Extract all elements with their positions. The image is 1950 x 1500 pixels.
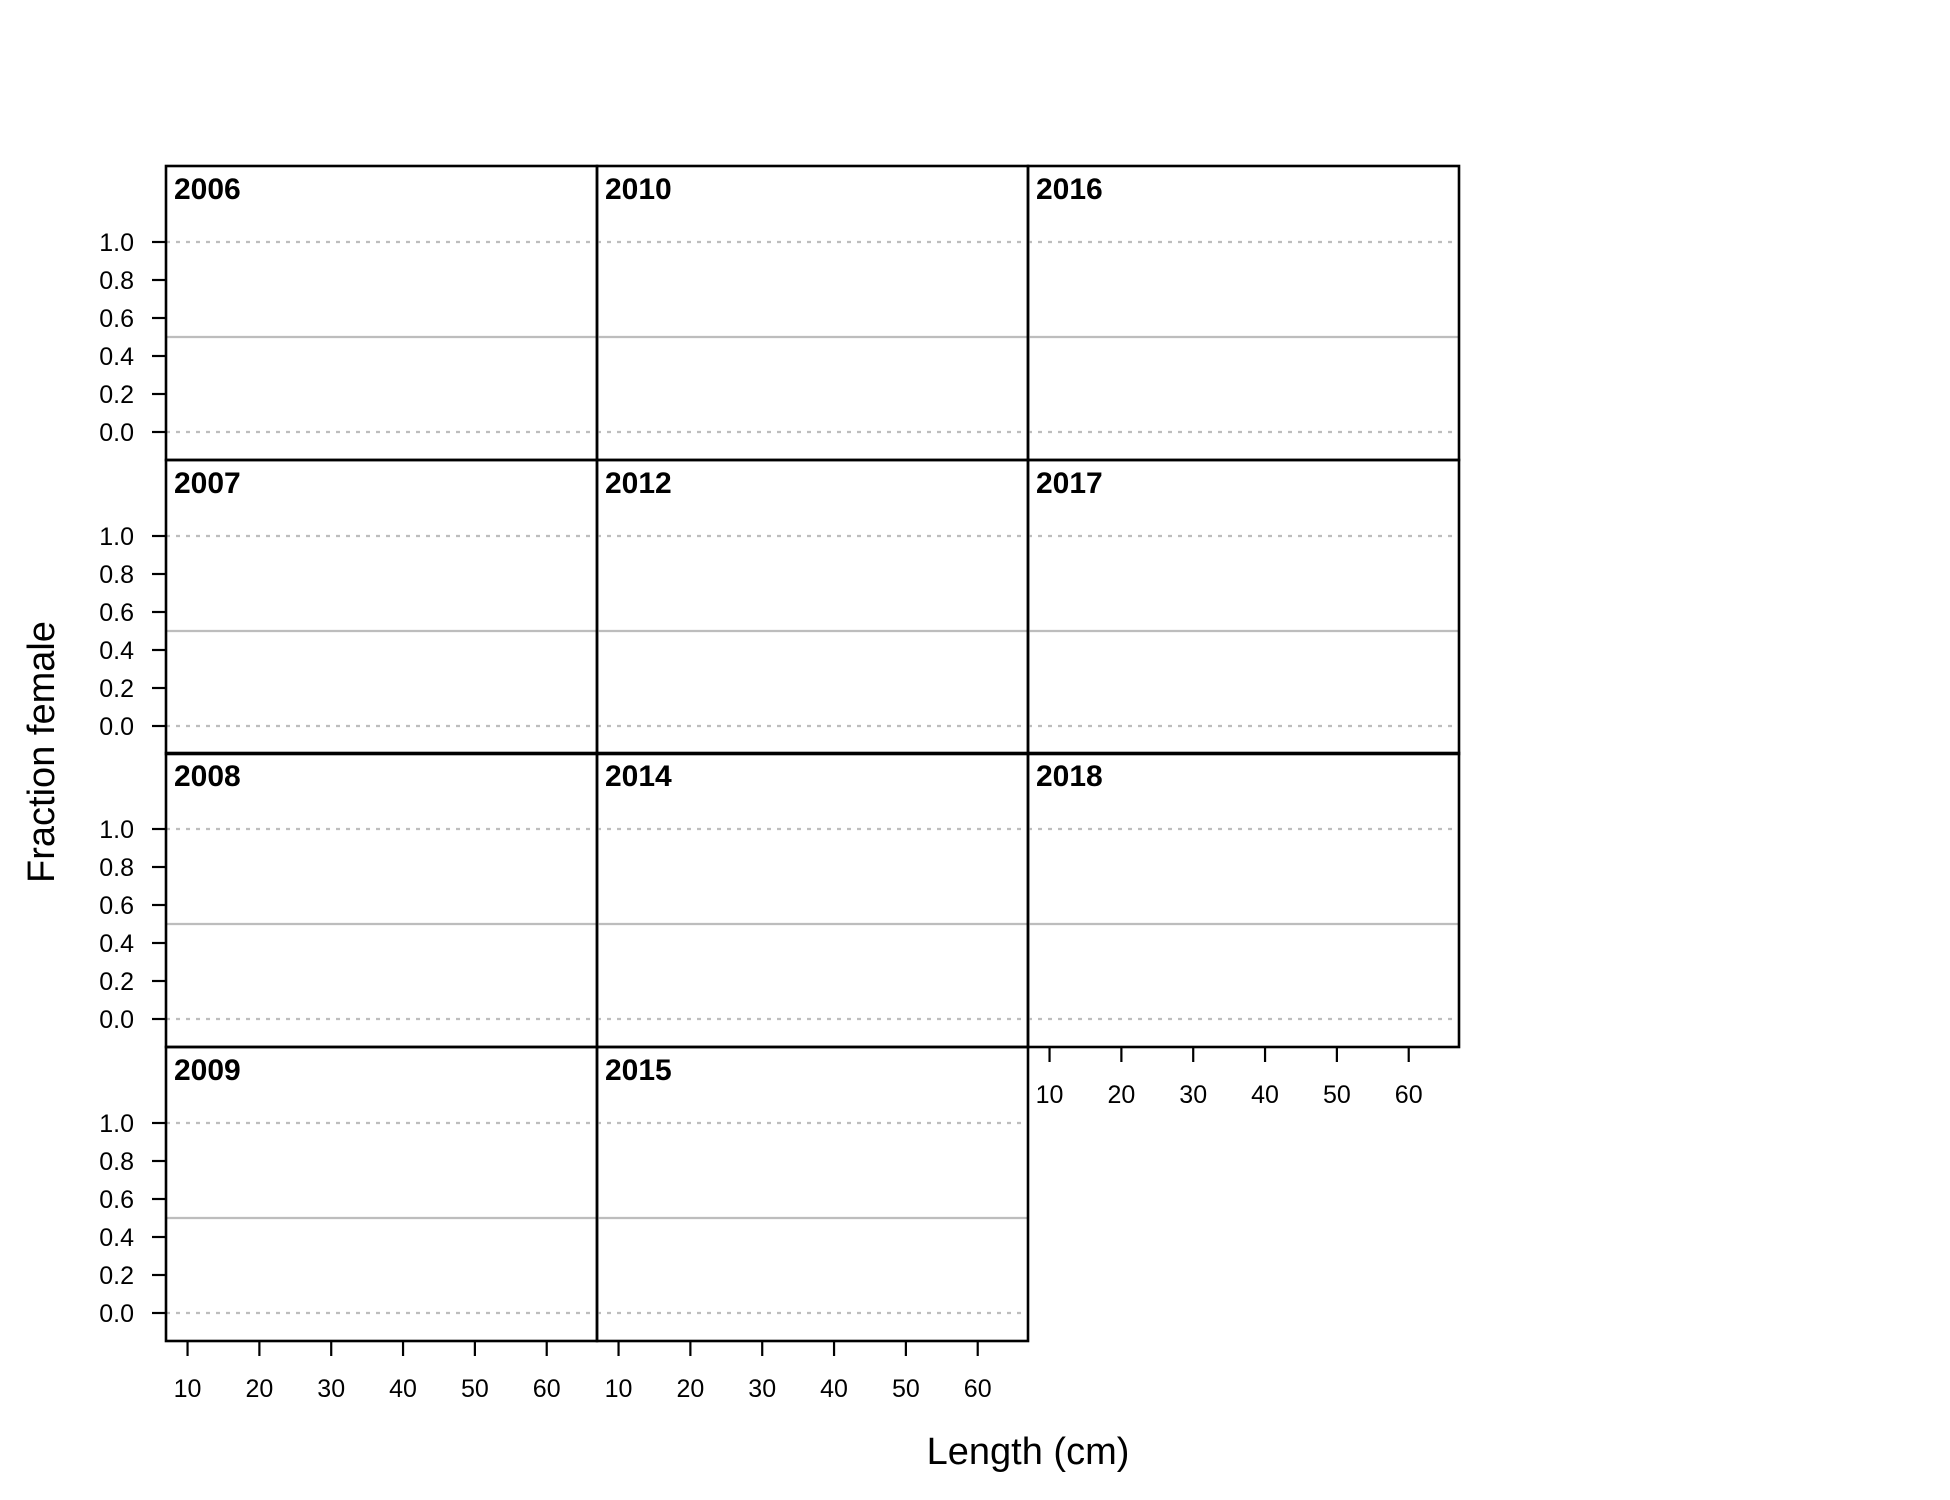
- x-tick-label: 60: [964, 1375, 992, 1403]
- panel-frame: [595, 458, 1030, 756]
- panel-frame: [595, 751, 1030, 1049]
- panel-year-label: 2017: [1036, 467, 1103, 500]
- y-tick-label: 0.2: [99, 381, 134, 409]
- y-tick-label: 0.2: [99, 675, 134, 703]
- y-axis-2008: 0.0 0.2 0.4 0.6 0.8 1.0: [99, 816, 166, 1034]
- y-tick-label: 0.4: [99, 1224, 134, 1252]
- panel-frame: [164, 751, 599, 1049]
- x-tick-label: 30: [1179, 1081, 1207, 1109]
- panel-2007: 2007: [164, 458, 599, 756]
- panel-year-label: 2006: [174, 173, 241, 206]
- x-tick-label: 10: [1036, 1081, 1064, 1109]
- y-tick-label: 0.6: [99, 892, 134, 920]
- y-tick-label: 0.8: [99, 561, 134, 589]
- panel-2018: 2018: [1026, 751, 1461, 1049]
- x-tick-label: 10: [174, 1375, 202, 1403]
- y-tick-label: 0.6: [99, 1186, 134, 1214]
- panel-year-label: 2016: [1036, 173, 1103, 206]
- y-tick-label: 0.2: [99, 1262, 134, 1290]
- panel-year-label: 2010: [605, 173, 672, 206]
- panel-frame: [164, 458, 599, 756]
- y-tick-label: 1.0: [99, 523, 134, 551]
- panel-2012: 2012: [595, 458, 1030, 756]
- y-tick-label: 0.0: [99, 713, 134, 741]
- y-tick-label: 1.0: [99, 1110, 134, 1138]
- panel-2017: 2017: [1026, 458, 1461, 756]
- panel-year-label: 2015: [605, 1054, 672, 1087]
- y-tick-label: 0.0: [99, 419, 134, 447]
- x-axes: 10 20 30 40 50 60 10 20 30 40 50 60 10 20 30 40 50 60: [174, 1047, 1423, 1403]
- x-axis-column-2: 10 20 30 40 50 60: [1036, 1047, 1423, 1109]
- y-axis-2007: 0.0 0.2 0.4 0.6 0.8 1.0: [99, 523, 166, 741]
- panels: 2006200720082009201020122014201520162017…: [164, 164, 1461, 1343]
- x-tick-label: 20: [245, 1375, 273, 1403]
- x-axis-column-0: 10 20 30 40 50 60: [174, 1341, 561, 1403]
- panel-year-label: 2018: [1036, 760, 1103, 793]
- x-tick-label: 60: [533, 1375, 561, 1403]
- y-tick-label: 0.4: [99, 343, 134, 371]
- panel-frame: [1026, 164, 1461, 462]
- y-tick-label: 0.2: [99, 968, 134, 996]
- x-tick-label: 40: [1251, 1081, 1279, 1109]
- panel-frame: [1026, 458, 1461, 756]
- panel-year-label: 2012: [605, 467, 672, 500]
- y-tick-label: 0.0: [99, 1006, 134, 1034]
- x-axis-column-1: 10 20 30 40 50 60: [605, 1341, 992, 1403]
- x-tick-label: 30: [748, 1375, 776, 1403]
- x-tick-label: 50: [1323, 1081, 1351, 1109]
- panel-frame: [1026, 751, 1461, 1049]
- panel-2006: 2006: [164, 164, 599, 462]
- x-tick-label: 10: [605, 1375, 633, 1403]
- y-tick-label: 0.8: [99, 267, 134, 295]
- x-tick-label: 20: [1107, 1081, 1135, 1109]
- panel-frame: [164, 164, 599, 462]
- y-axis-title: Fraction female: [21, 621, 63, 883]
- panel-frame: [164, 1045, 599, 1343]
- panel-year-label: 2008: [174, 760, 241, 793]
- x-tick-label: 40: [820, 1375, 848, 1403]
- y-tick-label: 0.4: [99, 930, 134, 958]
- panel-year-label: 2014: [605, 760, 672, 793]
- panel-2008: 2008: [164, 751, 599, 1049]
- y-tick-label: 0.0: [99, 1300, 134, 1328]
- panel-2009: 2009: [164, 1045, 599, 1343]
- y-tick-label: 1.0: [99, 816, 134, 844]
- x-axis-title: Length (cm): [927, 1431, 1130, 1473]
- x-tick-label: 50: [461, 1375, 489, 1403]
- x-tick-label: 20: [676, 1375, 704, 1403]
- panel-2015: 2015: [595, 1045, 1030, 1343]
- x-tick-label: 60: [1395, 1081, 1423, 1109]
- y-axes: 0.00.20.40.60.81.00.00.20.40.60.81.00.00…: [99, 229, 166, 1328]
- panel-2016: 2016: [1026, 164, 1461, 462]
- y-tick-label: 0.4: [99, 637, 134, 665]
- y-tick-label: 0.6: [99, 305, 134, 333]
- y-tick-label: 0.8: [99, 1148, 134, 1176]
- x-tick-label: 40: [389, 1375, 417, 1403]
- x-tick-label: 30: [317, 1375, 345, 1403]
- y-axis-2006: 0.0 0.2 0.4 0.6 0.8 1.0: [99, 229, 166, 447]
- y-tick-label: 1.0: [99, 229, 134, 257]
- x-tick-label: 50: [892, 1375, 920, 1403]
- panel-2014: 2014: [595, 751, 1030, 1049]
- panel-2010: 2010: [595, 164, 1030, 462]
- panel-frame: [595, 164, 1030, 462]
- y-axis-2009: 0.0 0.2 0.4 0.6 0.8 1.0: [99, 1110, 166, 1328]
- panel-year-label: 2007: [174, 467, 241, 500]
- y-tick-label: 0.6: [99, 599, 134, 627]
- y-tick-label: 0.8: [99, 854, 134, 882]
- panel-frame: [595, 1045, 1030, 1343]
- panel-year-label: 2009: [174, 1054, 241, 1087]
